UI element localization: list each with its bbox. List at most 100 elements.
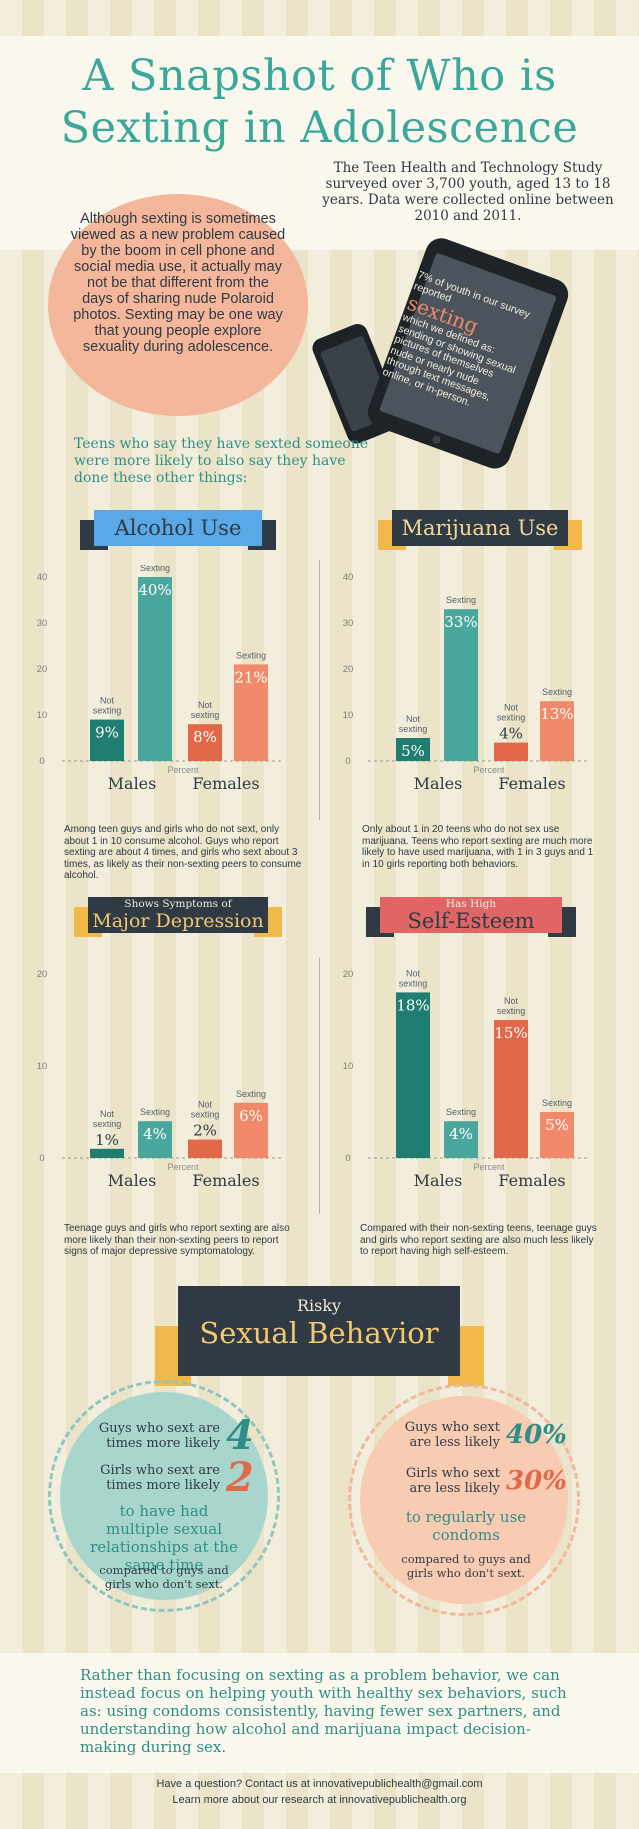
- y-tick-label: 10: [37, 710, 48, 721]
- bar-tag-label: sexting: [93, 1119, 122, 1129]
- closing-band: [0, 1653, 639, 1773]
- bar-tag-label: sexting: [399, 724, 428, 734]
- bar: [138, 577, 172, 761]
- ribbon-band: Has High Self-Esteem: [380, 897, 562, 933]
- bar: [138, 1121, 172, 1158]
- y-tick-label: 10: [343, 1061, 354, 1072]
- y-tick-label: 30: [37, 618, 48, 629]
- bar-value-label: 33%: [444, 613, 477, 631]
- chart-self-esteem: 0102018%Notsexting4%Sexting15%Notsexting…: [343, 968, 590, 1190]
- y-tick-label: 0: [39, 756, 44, 767]
- bar-tag-label: sexting: [497, 1006, 526, 1016]
- bar: [188, 1139, 222, 1158]
- risk-row-text: Guys who sext are times more likely: [98, 1421, 220, 1451]
- bar-value-label: 9%: [95, 724, 119, 742]
- bar: [396, 992, 430, 1158]
- bar-value-label: 4%: [449, 1125, 473, 1143]
- left-circle-compare: compared to guys and girls who don't sex…: [99, 1563, 229, 1591]
- y-tick-label: 10: [343, 710, 354, 721]
- bar-tag-label: Sexting: [140, 1107, 170, 1117]
- risk-row-text: Guys who sext are less likely: [404, 1420, 500, 1450]
- bar-tag-label: Not: [504, 703, 519, 713]
- intro-circle: [48, 194, 308, 416]
- chart-alcohol: 0102030409%Notsexting40%Sexting8%Notsext…: [37, 565, 284, 793]
- group-label-males: Males: [108, 1171, 157, 1190]
- x-axis-label: Percent: [167, 1162, 199, 1172]
- bar-tag-label: Not: [406, 714, 421, 724]
- closing-text: Rather than focusing on sexting as a pro…: [80, 1666, 567, 1756]
- group-label-males: Males: [414, 1171, 463, 1190]
- bar-tag-label: Sexting: [446, 1107, 476, 1117]
- bar-tag-label: sexting: [399, 978, 428, 988]
- bar-value-label: 4%: [499, 725, 523, 743]
- bar: [444, 609, 478, 761]
- y-tick-label: 20: [343, 969, 354, 980]
- left-circle-outcome: to have had multiple sexual relationship…: [90, 1502, 238, 1574]
- ribbon-band: Marijuana Use: [392, 510, 568, 546]
- bar-value-label: 6%: [239, 1107, 263, 1125]
- group-label-females: Females: [192, 774, 259, 793]
- y-tick-label: 0: [39, 1153, 44, 1164]
- risk-row-number: 30%: [506, 1466, 567, 1496]
- bar-tag-label: Not: [198, 1100, 213, 1110]
- y-tick-label: 20: [37, 664, 48, 675]
- group-label-females: Females: [498, 1171, 565, 1190]
- risk-row-guys-40: Guys who sext are less likely 40%: [382, 1420, 572, 1450]
- right-circle-dashed-ring: [348, 1384, 580, 1616]
- bar: [540, 701, 574, 761]
- ribbon-alcohol: Alcohol Use: [80, 510, 276, 550]
- footer-contact: Have a question? Contact us at innovativ…: [156, 1778, 483, 1790]
- x-axis-label: Percent: [473, 1162, 505, 1172]
- risk-row-text: Girls who sext are times more likely: [100, 1463, 220, 1493]
- ribbon-band: Alcohol Use: [94, 510, 262, 546]
- bar-tag-label: sexting: [191, 710, 220, 720]
- bar-value-label: 5%: [545, 1116, 569, 1134]
- risk-row-girls-2x: Girls who sext are times more likely 2: [94, 1458, 254, 1498]
- right-circle-compare: compared to guys and girls who don't sex…: [401, 1552, 531, 1580]
- bar-tag-label: Not: [100, 1109, 115, 1119]
- group-label-males: Males: [108, 774, 157, 793]
- group-label-females: Females: [192, 1171, 259, 1190]
- chart-note-self-esteem: Compared with their non-sexting teens, t…: [360, 1223, 597, 1257]
- lead-text: Teens who say they have sexted someone w…: [74, 436, 369, 486]
- risky-small-title: Risky: [296, 1296, 342, 1315]
- bar: [90, 1148, 124, 1158]
- y-tick-label: 40: [343, 572, 354, 583]
- right-circle-outcome: to regularly use condoms: [405, 1508, 527, 1544]
- y-tick-label: 0: [345, 756, 350, 767]
- bar-tag-label: Sexting: [542, 687, 572, 697]
- bar: [540, 1112, 574, 1158]
- bar-value-label: 2%: [193, 1122, 217, 1140]
- bar: [90, 719, 124, 761]
- bar: [234, 1102, 268, 1158]
- group-label-males: Males: [414, 774, 463, 793]
- risk-row-guys-4x: Guys who sext are times more likely 4: [94, 1416, 254, 1456]
- bar-tag-label: Not: [198, 700, 213, 710]
- left-circle-dashed-ring: [48, 1380, 280, 1612]
- right-circle: [360, 1396, 568, 1604]
- chart-divider: [319, 958, 320, 1214]
- bar: [234, 664, 268, 761]
- ribbon-self-esteem: Has High Self-Esteem: [366, 897, 576, 937]
- risk-row-number: 4: [226, 1412, 254, 1459]
- x-axis-label: Percent: [167, 765, 199, 775]
- chart-divider: [319, 560, 320, 820]
- y-tick-label: 0: [345, 1153, 350, 1164]
- bar-value-label: 15%: [494, 1024, 527, 1042]
- bar-value-label: 8%: [193, 728, 217, 746]
- chart-marijuana: 0102030405%Notsexting33%Sexting4%Notsext…: [343, 572, 590, 793]
- chart-note-depression: Teenage guys and girls who report sextin…: [64, 1223, 290, 1257]
- page-title: A Snapshot of Who is Sexting in Adolesce…: [60, 51, 579, 153]
- y-tick-label: 40: [37, 572, 48, 583]
- bar: [396, 738, 430, 761]
- risky-banner: Risky Sexual Behavior: [178, 1286, 460, 1376]
- device-illustration: [312, 238, 569, 469]
- chart-subtitle-self-esteem: Has High: [445, 897, 497, 910]
- y-tick-label: 20: [343, 664, 354, 675]
- bar-value-label: 40%: [138, 581, 171, 599]
- bar-value-label: 1%: [95, 1131, 119, 1149]
- bar-tag-label: Sexting: [140, 565, 170, 573]
- ribbon-band: Shows Symptoms of Major Depression: [88, 897, 268, 933]
- study-description: The Teen Health and Technology Study sur…: [322, 160, 614, 224]
